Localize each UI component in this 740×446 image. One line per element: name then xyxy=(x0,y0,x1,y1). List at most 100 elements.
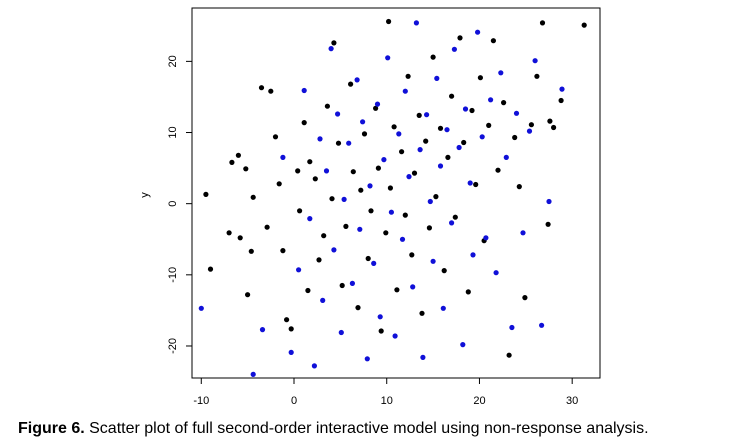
x-tick-label: 20 xyxy=(473,395,485,407)
y-axis: -20 -10 0 10 20 xyxy=(167,55,193,354)
scatter-point xyxy=(456,144,462,151)
scatter-point xyxy=(324,103,330,109)
scatter-point xyxy=(361,131,368,137)
scatter-point xyxy=(467,180,473,186)
scatter-point xyxy=(357,226,363,232)
scatter-point xyxy=(391,124,397,130)
scatter-point xyxy=(198,305,204,311)
scatter-point xyxy=(440,305,446,311)
scatter-point xyxy=(355,305,361,311)
scatter-point xyxy=(461,139,467,146)
scatter-point xyxy=(328,46,334,52)
scatter-point xyxy=(423,138,429,144)
scatter-point xyxy=(381,157,387,163)
scatter-point xyxy=(296,267,302,273)
scatter-point xyxy=(551,124,557,131)
y-tick-label: -20 xyxy=(167,338,179,354)
scatter-point xyxy=(558,97,564,104)
scatter-point xyxy=(503,154,509,160)
x-tick-label: 10 xyxy=(381,395,393,407)
scatter-point xyxy=(402,212,408,218)
scatter-point xyxy=(297,208,303,214)
scatter-point xyxy=(237,235,243,241)
scatter-point xyxy=(409,252,415,258)
scatter-point xyxy=(539,20,546,26)
scatter-point xyxy=(365,255,371,262)
y-tick-label: -10 xyxy=(167,267,179,283)
scatter-point xyxy=(405,73,411,79)
scatter-point xyxy=(226,230,232,236)
scatter-point xyxy=(295,168,301,174)
scatter-point xyxy=(413,20,419,26)
scatter-point xyxy=(311,363,317,369)
scatter-point xyxy=(486,122,492,128)
scatter-point xyxy=(547,118,553,124)
y-tick-label: 0 xyxy=(167,201,179,207)
scatter-point xyxy=(301,120,307,126)
scatter-point xyxy=(424,112,430,118)
scatter-point xyxy=(385,55,391,61)
scatter-point xyxy=(341,196,347,202)
scatter-point xyxy=(358,187,364,193)
points-layer xyxy=(198,18,587,377)
scatter-point xyxy=(320,297,326,303)
scatter-point xyxy=(288,326,294,332)
scatter-point xyxy=(513,110,520,116)
scatter-point xyxy=(493,270,499,276)
scatter-point xyxy=(378,328,384,334)
scatter-point xyxy=(250,371,256,377)
y-tick-label: 20 xyxy=(167,55,179,67)
x-tick-label: 0 xyxy=(291,395,297,407)
scatter-point xyxy=(272,134,279,140)
scatter-point xyxy=(416,112,422,118)
scatter-point xyxy=(470,252,476,258)
scatter-point xyxy=(364,356,370,362)
scatter-point xyxy=(449,220,455,226)
scatter-point xyxy=(259,327,266,333)
scatter-point xyxy=(316,257,322,263)
scatter-point xyxy=(343,223,349,229)
scatter-point xyxy=(350,169,356,175)
scatter-point xyxy=(375,165,381,171)
scatter-point xyxy=(411,170,418,176)
scatter-point xyxy=(396,131,402,137)
scatter-point xyxy=(430,258,436,264)
scatter-point xyxy=(373,105,379,111)
scatter-point xyxy=(449,93,455,99)
scatter-point xyxy=(348,81,354,87)
scatter-point xyxy=(437,125,444,131)
scatter-point xyxy=(207,266,214,272)
scatter-point xyxy=(465,289,471,295)
scatter-point xyxy=(441,268,447,274)
scatter-point xyxy=(331,247,337,253)
scatter-point xyxy=(392,333,398,339)
x-tick-label: -10 xyxy=(193,395,209,407)
scatter-point xyxy=(258,85,265,91)
scatter-point xyxy=(420,354,426,360)
scatter-point xyxy=(462,106,469,112)
scatter-point xyxy=(427,198,433,205)
scatter-point xyxy=(235,152,241,158)
scatter-point xyxy=(388,209,394,215)
scatter-point xyxy=(419,310,425,316)
scatter-point xyxy=(305,287,311,294)
scatter-point xyxy=(559,86,565,92)
scatter-point xyxy=(460,342,466,348)
caption-label: Figure 6. xyxy=(18,420,85,437)
scatter-point xyxy=(338,329,344,336)
scatter-point xyxy=(520,230,526,236)
scatter-point xyxy=(473,181,479,188)
scatter-point xyxy=(495,167,501,173)
scatter-point xyxy=(532,58,538,64)
scatter-point xyxy=(430,54,436,60)
scatter-point xyxy=(506,352,512,358)
scatter-point xyxy=(512,134,518,141)
scatter-point xyxy=(516,184,522,190)
scatter-point xyxy=(307,159,313,165)
scatter-point xyxy=(394,287,400,293)
scatter-point xyxy=(367,183,373,189)
scatter-point xyxy=(323,168,330,174)
scatter-point xyxy=(331,40,337,46)
scatter-point xyxy=(280,154,286,160)
scatter-point xyxy=(457,35,463,41)
